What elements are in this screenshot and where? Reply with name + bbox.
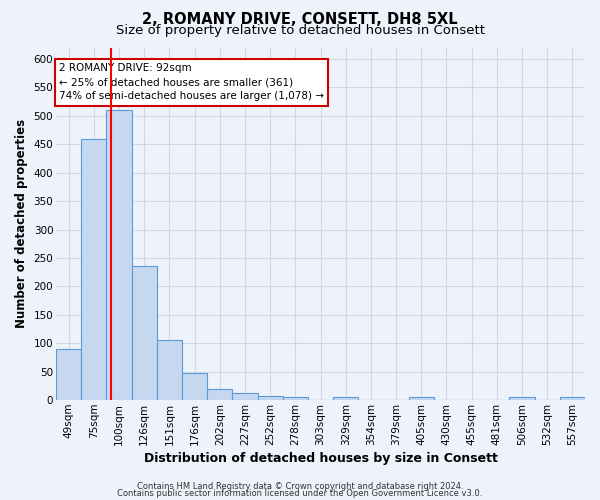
Bar [283,398,308,400]
Text: Contains HM Land Registry data © Crown copyright and database right 2024.: Contains HM Land Registry data © Crown c… [137,482,463,491]
Text: Size of property relative to detached houses in Consett: Size of property relative to detached ho… [115,24,485,37]
Bar [333,398,358,400]
Text: 2 ROMANY DRIVE: 92sqm
← 25% of detached houses are smaller (361)
74% of semi-det: 2 ROMANY DRIVE: 92sqm ← 25% of detached … [59,64,324,102]
Bar [207,389,232,400]
Bar [509,398,535,400]
Bar [81,138,106,400]
X-axis label: Distribution of detached houses by size in Consett: Distribution of detached houses by size … [143,452,497,465]
Bar [157,340,182,400]
Text: 2, ROMANY DRIVE, CONSETT, DH8 5XL: 2, ROMANY DRIVE, CONSETT, DH8 5XL [142,12,458,28]
Text: Contains public sector information licensed under the Open Government Licence v3: Contains public sector information licen… [118,489,482,498]
Bar [106,110,131,400]
Bar [257,396,283,400]
Bar [56,349,81,400]
Bar [560,398,585,400]
Y-axis label: Number of detached properties: Number of detached properties [15,120,28,328]
Bar [131,266,157,400]
Bar [232,393,257,400]
Bar [182,374,207,400]
Bar [409,398,434,400]
